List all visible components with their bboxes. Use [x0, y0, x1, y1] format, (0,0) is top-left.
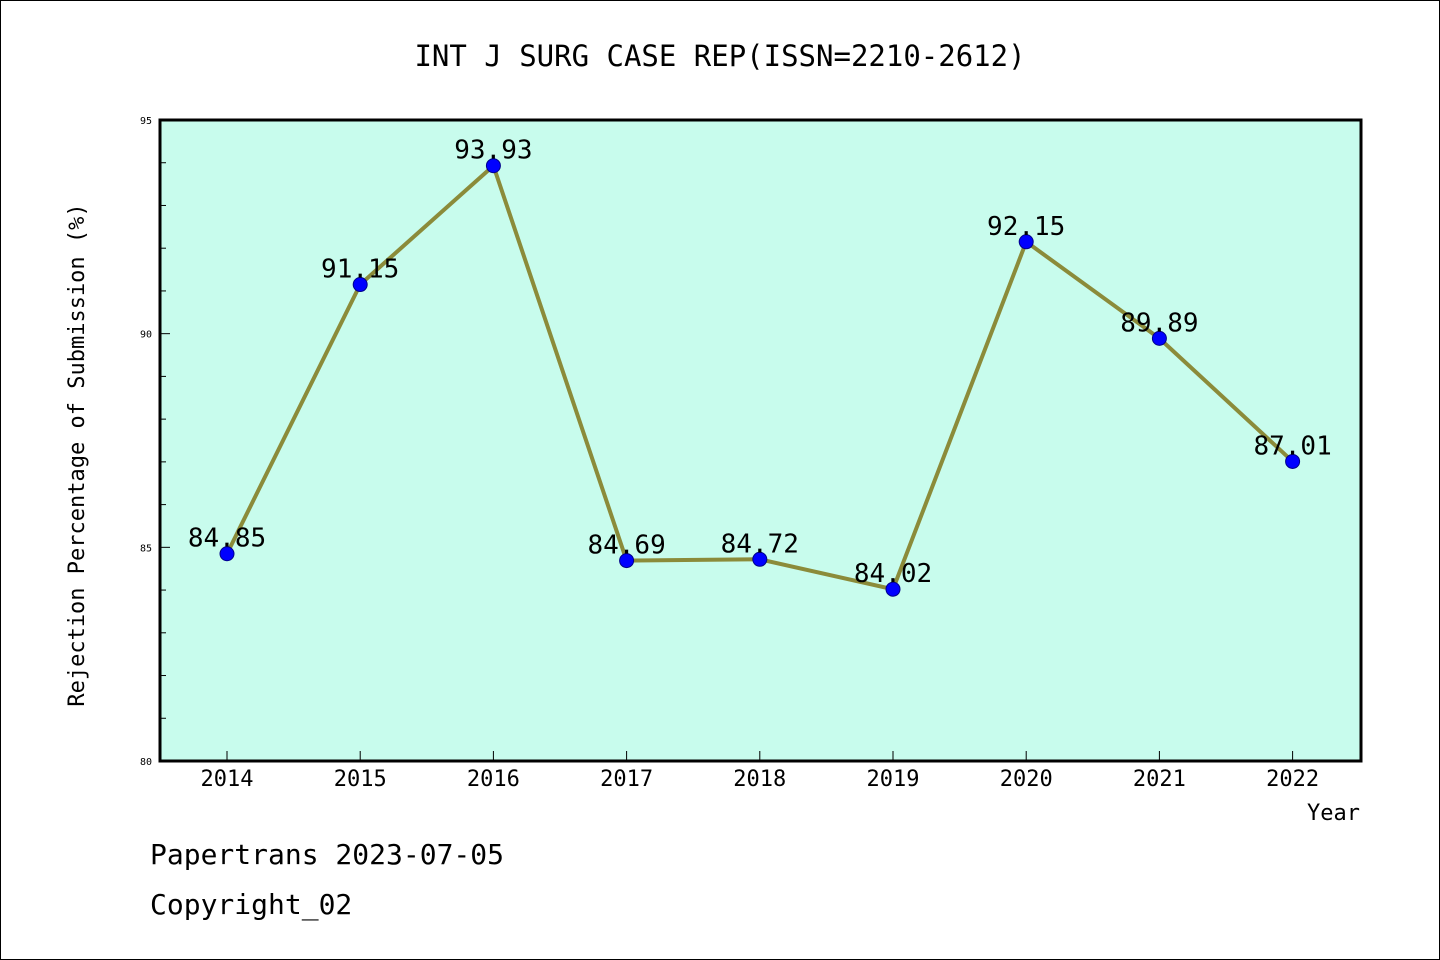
- data-label: 91.15: [321, 255, 399, 285]
- data-point: [485, 158, 501, 174]
- data-point: [1018, 234, 1034, 250]
- x-tick-label: 2015: [334, 767, 387, 792]
- y-tick-label: 85: [140, 543, 152, 554]
- x-tick-label: 2014: [201, 767, 254, 792]
- data-point: [219, 546, 235, 562]
- data-point: [1285, 453, 1301, 469]
- data-point: [352, 277, 368, 293]
- data-label: 87.01: [1253, 431, 1331, 461]
- data-label: 92.15: [987, 212, 1065, 242]
- x-axis: 2014 2015 2016 2017 2018 2019 2020 2021 2022: [201, 751, 1319, 792]
- data-point: [1151, 330, 1167, 346]
- data-label: 84.02: [854, 559, 932, 589]
- series-rejection: 84.85 91.15 93.93 84.69 84.72 84.02 92.15 89.89…: [188, 136, 1332, 597]
- x-tick-label: 2022: [1266, 767, 1319, 792]
- data-point: [885, 581, 901, 597]
- y-tick-label: 90: [140, 330, 152, 341]
- y-axis: 80 85 90 95: [140, 116, 170, 768]
- x-tick-label: 2016: [467, 767, 520, 792]
- x-tick-label: 2019: [867, 767, 920, 792]
- data-label: 84.69: [587, 531, 665, 561]
- y-tick-label: 80: [140, 757, 152, 768]
- y-axis-label: Rejection Percentage of Submission (%): [65, 203, 90, 706]
- data-label: 84.72: [721, 529, 799, 559]
- footer-copyright: Copyright_02: [150, 888, 352, 922]
- data-label: 93.93: [454, 136, 532, 166]
- data-point: [619, 553, 635, 569]
- y-tick-label: 95: [140, 116, 152, 127]
- plot-area: [158, 118, 1363, 763]
- data-point: [752, 551, 768, 567]
- data-label: 89.89: [1120, 308, 1198, 338]
- x-tick-label: 2020: [1000, 767, 1053, 792]
- x-tick-label: 2017: [600, 767, 653, 792]
- data-label: 84.85: [188, 524, 266, 554]
- x-tick-label: 2021: [1133, 767, 1186, 792]
- x-axis-label: Year: [1307, 801, 1360, 826]
- chart-title: INT J SURG CASE REP(ISSN=2210-2612): [414, 39, 1025, 73]
- footer-date: Papertrans 2023-07-05: [150, 838, 504, 871]
- x-tick-label: 2018: [733, 767, 786, 792]
